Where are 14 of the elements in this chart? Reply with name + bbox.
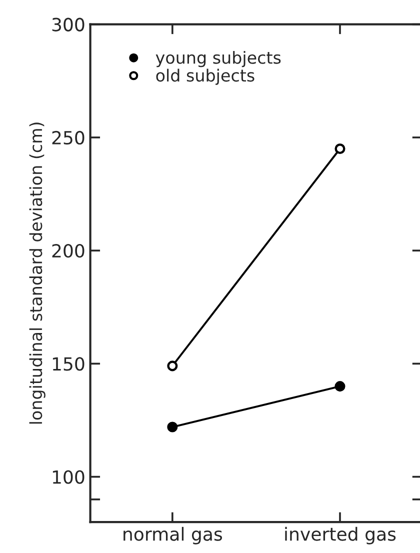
legend-label: young subjects — [156, 51, 281, 68]
x-tick-label: normal gas — [124, 526, 222, 544]
y-tick-label: 300 — [52, 18, 84, 32]
legend-label: old subjects — [156, 68, 254, 85]
point — [167, 360, 178, 372]
point — [334, 381, 346, 392]
y-tick-label: 250 — [52, 130, 84, 145]
y-tick-label: 100 — [52, 470, 84, 484]
y-axis-title: longitudinal standard deviation (cm) — [29, 122, 46, 424]
point — [167, 422, 178, 432]
point — [334, 143, 346, 154]
y-tick-label: 200 — [52, 244, 84, 258]
x-tick-label: inverted gas — [285, 526, 396, 544]
y-tick-label: 150 — [52, 357, 84, 371]
